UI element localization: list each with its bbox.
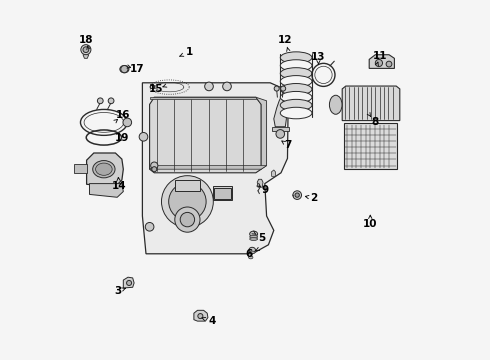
Polygon shape bbox=[149, 166, 267, 169]
Circle shape bbox=[151, 162, 158, 169]
Text: 13: 13 bbox=[311, 52, 326, 62]
Polygon shape bbox=[274, 97, 286, 127]
Ellipse shape bbox=[280, 60, 312, 71]
Circle shape bbox=[126, 280, 132, 285]
Text: 17: 17 bbox=[130, 64, 145, 74]
Circle shape bbox=[162, 176, 213, 228]
Circle shape bbox=[274, 86, 279, 91]
Text: 14: 14 bbox=[112, 181, 126, 191]
Text: 2: 2 bbox=[310, 193, 317, 203]
Bar bbox=[213, 186, 232, 200]
Ellipse shape bbox=[248, 256, 253, 259]
Circle shape bbox=[386, 61, 392, 67]
Circle shape bbox=[98, 98, 103, 104]
Polygon shape bbox=[194, 310, 208, 321]
Polygon shape bbox=[257, 179, 263, 187]
Circle shape bbox=[295, 193, 299, 197]
Ellipse shape bbox=[280, 68, 312, 79]
Polygon shape bbox=[149, 97, 261, 173]
Text: 10: 10 bbox=[363, 219, 377, 229]
Ellipse shape bbox=[93, 161, 115, 178]
Ellipse shape bbox=[249, 247, 255, 252]
Circle shape bbox=[375, 59, 383, 67]
Polygon shape bbox=[271, 170, 275, 176]
Polygon shape bbox=[123, 277, 134, 288]
Circle shape bbox=[276, 130, 285, 138]
Circle shape bbox=[145, 222, 154, 231]
Circle shape bbox=[222, 82, 231, 91]
Text: 5: 5 bbox=[259, 233, 266, 243]
Circle shape bbox=[121, 66, 128, 73]
Text: 6: 6 bbox=[245, 249, 253, 259]
Circle shape bbox=[180, 212, 195, 227]
Ellipse shape bbox=[249, 251, 255, 254]
Ellipse shape bbox=[280, 84, 312, 95]
Polygon shape bbox=[87, 153, 123, 186]
Circle shape bbox=[293, 191, 301, 199]
Text: 19: 19 bbox=[115, 133, 129, 143]
Polygon shape bbox=[74, 164, 87, 173]
Text: 1: 1 bbox=[186, 47, 193, 57]
Circle shape bbox=[139, 132, 148, 141]
Circle shape bbox=[169, 183, 206, 220]
Bar bbox=[175, 180, 200, 191]
Bar bbox=[215, 188, 231, 199]
Text: 16: 16 bbox=[115, 110, 130, 120]
Circle shape bbox=[198, 314, 203, 319]
Circle shape bbox=[108, 98, 114, 104]
Ellipse shape bbox=[280, 107, 312, 119]
Polygon shape bbox=[256, 97, 267, 169]
Circle shape bbox=[205, 82, 213, 91]
Polygon shape bbox=[344, 123, 397, 169]
Ellipse shape bbox=[120, 66, 129, 73]
Text: 4: 4 bbox=[208, 316, 216, 327]
Polygon shape bbox=[149, 97, 256, 99]
Circle shape bbox=[152, 167, 157, 172]
Text: 12: 12 bbox=[278, 35, 293, 45]
Text: 15: 15 bbox=[149, 84, 164, 94]
Polygon shape bbox=[149, 85, 154, 88]
Ellipse shape bbox=[250, 238, 258, 240]
Text: 18: 18 bbox=[78, 35, 93, 45]
Text: 11: 11 bbox=[373, 51, 387, 61]
Ellipse shape bbox=[280, 99, 312, 111]
Ellipse shape bbox=[250, 235, 258, 238]
Ellipse shape bbox=[96, 163, 112, 175]
Circle shape bbox=[81, 45, 91, 55]
Text: 8: 8 bbox=[371, 117, 378, 127]
Circle shape bbox=[83, 47, 89, 53]
Circle shape bbox=[175, 207, 200, 232]
Ellipse shape bbox=[280, 52, 312, 63]
Ellipse shape bbox=[250, 231, 258, 237]
Polygon shape bbox=[272, 127, 289, 131]
Ellipse shape bbox=[280, 76, 312, 87]
Polygon shape bbox=[83, 55, 89, 58]
Text: 3: 3 bbox=[115, 286, 122, 296]
Ellipse shape bbox=[329, 95, 342, 114]
Polygon shape bbox=[369, 55, 394, 68]
Text: 9: 9 bbox=[262, 185, 269, 195]
Circle shape bbox=[123, 118, 132, 127]
Polygon shape bbox=[90, 184, 123, 197]
Ellipse shape bbox=[280, 91, 312, 103]
Polygon shape bbox=[143, 83, 288, 254]
Polygon shape bbox=[342, 86, 400, 121]
Text: 7: 7 bbox=[285, 140, 292, 150]
Circle shape bbox=[281, 86, 286, 91]
